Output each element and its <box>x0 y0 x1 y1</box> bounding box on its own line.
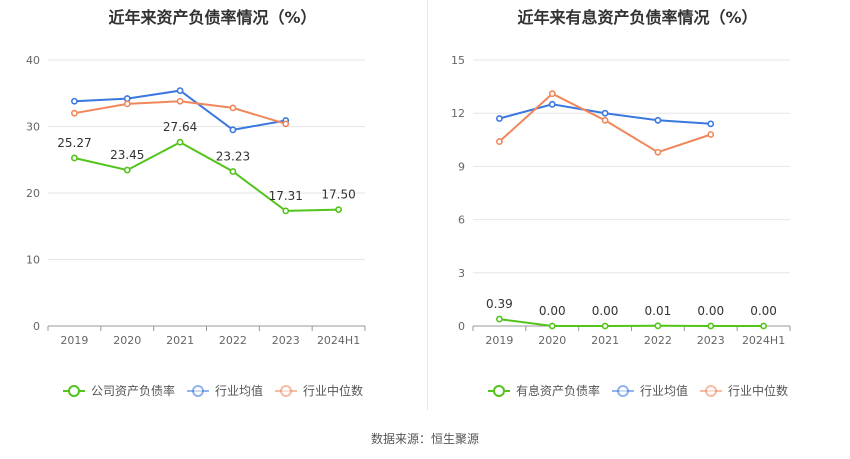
legend-marker <box>493 385 505 397</box>
data-point <box>654 148 662 156</box>
y-tick-label: 40 <box>26 54 40 67</box>
legend-marker <box>280 385 292 397</box>
data-point <box>229 104 237 112</box>
legend-marker <box>192 385 204 397</box>
data-point <box>707 322 715 330</box>
x-tick-label: 2020 <box>113 334 141 347</box>
data-point <box>229 168 237 175</box>
chart-right-svg: 0 3 6 9 12 15 2019 2020 2021 2022 2023 2024H1 0.39 0.… <box>451 54 791 398</box>
legend-label: 行业均值 <box>215 383 263 398</box>
data-label: 23.45 <box>110 148 144 162</box>
series-line <box>74 141 339 212</box>
legend-item: 行业中位数 <box>275 383 363 398</box>
data-point <box>71 109 78 117</box>
y-tick-label: 20 <box>26 187 40 200</box>
data-point <box>229 126 237 134</box>
y-tick-label: 0 <box>33 320 40 333</box>
legend-item: 行业中位数 <box>700 383 788 398</box>
data-label: 0.00 <box>592 304 619 318</box>
data-point <box>601 116 609 124</box>
x-tick-label: 2024H1 <box>317 334 360 347</box>
x-tick-label: 2024H1 <box>742 334 785 347</box>
data-point <box>123 166 131 174</box>
data-label: 0.00 <box>697 304 724 318</box>
data-label: 0.00 <box>750 304 777 318</box>
legend-item: 有息资产负债率 <box>488 383 600 398</box>
data-label: 0.39 <box>486 297 513 311</box>
data-point <box>282 120 290 128</box>
data-point <box>176 97 184 105</box>
data-point <box>496 115 503 122</box>
legend-item: 公司资产负债率 <box>63 383 175 398</box>
chart-left: 近年来资产负债率情况（%） 0 10 20 30 40 2019 2020 2021 2022 2… <box>0 0 425 420</box>
data-point <box>335 206 342 214</box>
y-tick-label: 15 <box>451 54 465 67</box>
x-tick-label: 2019 <box>485 334 513 347</box>
data-point <box>548 90 556 98</box>
data-point <box>282 207 290 215</box>
data-point <box>548 322 556 330</box>
y-tick-label: 3 <box>458 267 465 280</box>
y-tick-label: 10 <box>26 254 40 267</box>
data-point <box>176 87 184 94</box>
data-point <box>548 100 556 108</box>
legend-label: 行业中位数 <box>303 383 363 398</box>
legend-item: 行业均值 <box>612 383 688 398</box>
x-tick-label: 2020 <box>538 334 566 347</box>
data-point <box>601 322 609 330</box>
legend-marker <box>68 385 80 397</box>
data-point <box>71 97 78 105</box>
legend-label: 行业中位数 <box>728 383 788 398</box>
legend-label: 有息资产负债率 <box>516 383 600 398</box>
data-label: 0.01 <box>645 304 672 318</box>
data-point <box>601 109 609 117</box>
y-tick-label: 6 <box>458 214 465 227</box>
data-point <box>71 154 78 162</box>
chart-right: 近年来有息资产负债率情况（%） 0 3 6 9 12 15 2019 2020 2021 2022… <box>425 0 850 420</box>
legend-label: 行业均值 <box>640 383 688 398</box>
data-label: 25.27 <box>57 136 91 150</box>
x-tick-label: 2022 <box>219 334 247 347</box>
data-point <box>654 322 662 330</box>
data-label: 0.00 <box>539 304 566 318</box>
source-label: 数据来源： <box>370 432 431 446</box>
data-point <box>496 315 503 323</box>
legend-label: 公司资产负债率 <box>91 383 175 398</box>
source-value: 恒生聚源 <box>431 432 480 446</box>
y-tick-label: 0 <box>458 320 465 333</box>
chart-title: 近年来资产负债率情况（%） <box>108 8 317 27</box>
series-line <box>499 318 764 327</box>
x-tick-label: 2021 <box>166 334 194 347</box>
x-tick-label: 2023 <box>272 334 300 347</box>
y-tick-label: 9 <box>458 160 465 173</box>
panel-divider <box>427 0 428 410</box>
chart-left-svg: 0 10 20 30 40 2019 2020 2021 2022 2023 2024H1 25.27… <box>26 54 366 398</box>
data-point <box>123 95 131 102</box>
data-point <box>707 120 715 128</box>
legend-marker <box>617 385 629 397</box>
data-point <box>123 100 131 108</box>
y-tick-label: 30 <box>26 121 40 134</box>
data-point <box>707 131 715 138</box>
data-source: 数据来源：恒生聚源 <box>0 430 850 447</box>
x-tick-label: 2023 <box>697 334 725 347</box>
data-point <box>654 116 662 124</box>
data-label: 17.50 <box>321 188 355 202</box>
data-point <box>760 322 767 330</box>
y-tick-label: 12 <box>451 107 465 120</box>
data-point <box>176 138 184 146</box>
x-tick-label: 2019 <box>60 334 88 347</box>
legend-marker <box>705 385 717 397</box>
x-tick-label: 2021 <box>591 334 619 347</box>
data-label: 23.23 <box>216 150 250 164</box>
x-tick-label: 2022 <box>644 334 672 347</box>
chart-title: 近年来有息资产负债率情况（%） <box>517 8 758 27</box>
legend-item: 行业均值 <box>187 383 263 398</box>
data-label: 17.31 <box>269 189 303 203</box>
data-label: 27.64 <box>163 120 197 134</box>
data-point <box>496 138 503 145</box>
